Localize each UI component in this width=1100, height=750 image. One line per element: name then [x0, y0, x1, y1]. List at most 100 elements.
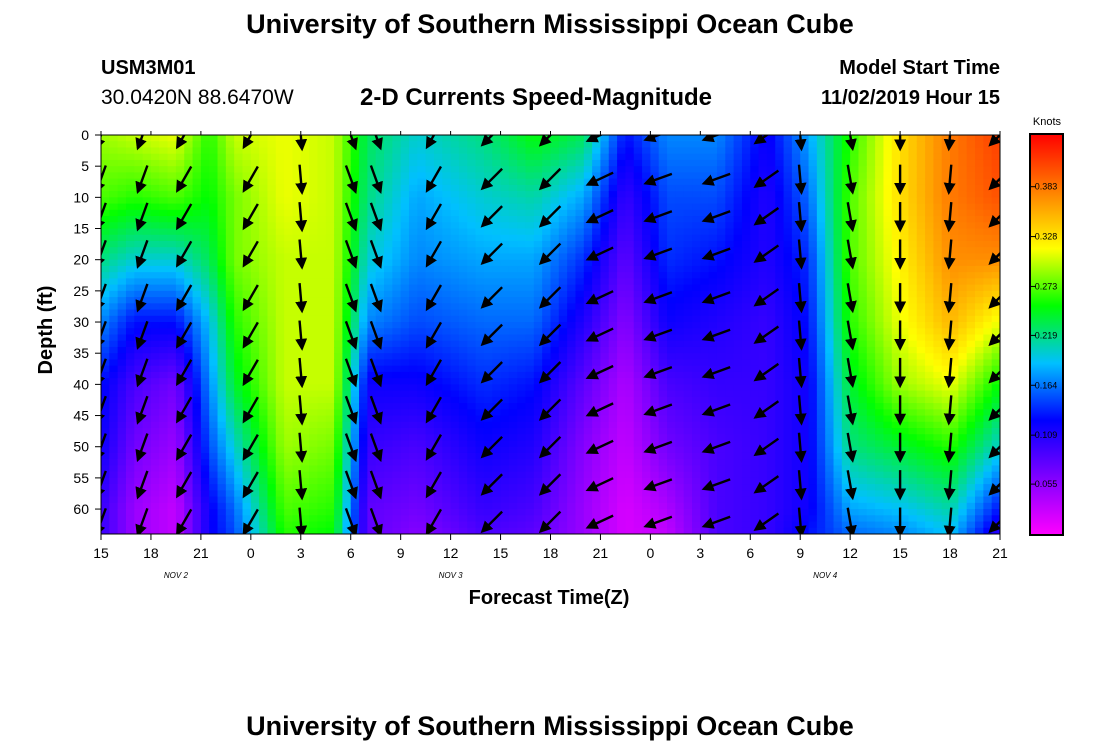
heatmap-cell [367, 421, 377, 429]
heatmap-cell [433, 247, 443, 255]
heatmap-cell [250, 446, 260, 454]
heatmap-cell [433, 172, 443, 180]
heatmap-cell [159, 240, 169, 248]
heatmap-cell [150, 471, 160, 479]
heatmap-cell [125, 234, 135, 242]
heatmap-cell [209, 216, 219, 223]
heatmap-cell [517, 253, 527, 261]
heatmap-cell [475, 477, 485, 485]
heatmap-cell [350, 359, 360, 367]
heatmap-cell [408, 328, 418, 336]
heatmap-cell [442, 353, 452, 361]
heatmap-cell [450, 471, 460, 479]
heatmap-cell [392, 484, 402, 491]
heatmap-cell [408, 197, 418, 205]
heatmap-cell [458, 203, 468, 211]
heatmap-cell [225, 371, 235, 379]
heatmap-cell [733, 515, 743, 523]
heatmap-cell [492, 496, 502, 504]
heatmap-cell [741, 253, 751, 261]
heatmap-cell [217, 496, 227, 504]
heatmap-cell [359, 265, 368, 273]
heatmap-cell [234, 496, 244, 504]
heatmap-cell [309, 409, 319, 417]
heatmap-cell [458, 191, 468, 198]
heatmap-cell [350, 502, 360, 510]
heatmap-cell [716, 278, 726, 286]
heatmap-cell [309, 403, 319, 410]
heatmap-cell [142, 135, 152, 142]
heatmap-cell [608, 147, 618, 155]
heatmap-cell [142, 222, 152, 230]
heatmap-cell [583, 315, 593, 323]
heatmap-cell [467, 353, 477, 361]
heatmap-cell [217, 234, 227, 242]
heatmap-cell [633, 509, 643, 516]
heatmap-cell [500, 272, 510, 279]
heatmap-cell [400, 166, 410, 174]
heatmap-cell [325, 265, 335, 273]
heatmap-cell [184, 259, 194, 267]
heatmap-cell [292, 153, 302, 161]
heatmap-cell [625, 446, 635, 454]
heatmap-cell [525, 172, 535, 180]
heatmap-cell [359, 384, 368, 392]
heatmap-cell [234, 409, 244, 417]
heatmap-cell [558, 340, 568, 348]
heatmap-cell [492, 141, 502, 149]
heatmap-cell [200, 428, 210, 435]
heatmap-cell [425, 459, 435, 467]
heatmap-cell [708, 452, 718, 460]
heatmap-cell [117, 228, 127, 236]
heatmap-cell [483, 322, 493, 329]
heatmap-cell [558, 328, 568, 336]
heatmap-cell [259, 365, 269, 373]
heatmap-cell [167, 259, 177, 267]
heatmap-cell [384, 359, 393, 367]
page-title: University of Southern Mississippi Ocean… [246, 9, 854, 39]
heatmap-cell [483, 309, 493, 317]
heatmap-cell [408, 496, 418, 504]
heatmap-cell [517, 396, 527, 404]
heatmap-cell [234, 240, 244, 248]
heatmap-cell [142, 247, 152, 255]
heatmap-cell [350, 440, 360, 448]
heatmap-cell [217, 315, 227, 323]
heatmap-cell [359, 365, 368, 373]
heatmap-cell [525, 452, 535, 460]
heatmap-cell [617, 496, 627, 504]
heatmap-cell [200, 396, 210, 404]
heatmap-cell [558, 365, 568, 373]
heatmap-cell [617, 346, 627, 354]
heatmap-cell [741, 340, 751, 348]
heatmap-cell [267, 216, 277, 223]
heatmap-cell [725, 141, 735, 149]
heatmap-cell [608, 153, 618, 161]
heatmap-cell [475, 465, 485, 473]
heatmap-cell [583, 234, 593, 242]
heatmap-cell [583, 265, 593, 273]
heatmap-cell [317, 527, 327, 534]
heatmap-cell [575, 390, 585, 398]
heatmap-cell [317, 191, 327, 198]
heatmap-cell [692, 452, 701, 460]
heatmap-cell [592, 490, 602, 498]
heatmap-cell [109, 141, 119, 149]
heatmap-cell [150, 172, 160, 180]
heatmap-cell [225, 309, 235, 317]
heatmap-cell [300, 403, 310, 410]
heatmap-cell [125, 247, 135, 255]
heatmap-cell [508, 228, 518, 236]
heatmap-cell [342, 315, 352, 323]
heatmap-cell [425, 153, 435, 161]
heatmap-cell [350, 315, 360, 323]
heatmap-cell [317, 278, 327, 286]
heatmap-cell [433, 191, 443, 198]
heatmap-cell [467, 415, 477, 423]
heatmap-cell [167, 434, 177, 442]
heatmap-cell [458, 484, 468, 491]
heatmap-cell [575, 440, 585, 448]
heatmap-cell [408, 484, 418, 491]
heatmap-cell [675, 440, 685, 448]
heatmap-cell [192, 477, 202, 485]
